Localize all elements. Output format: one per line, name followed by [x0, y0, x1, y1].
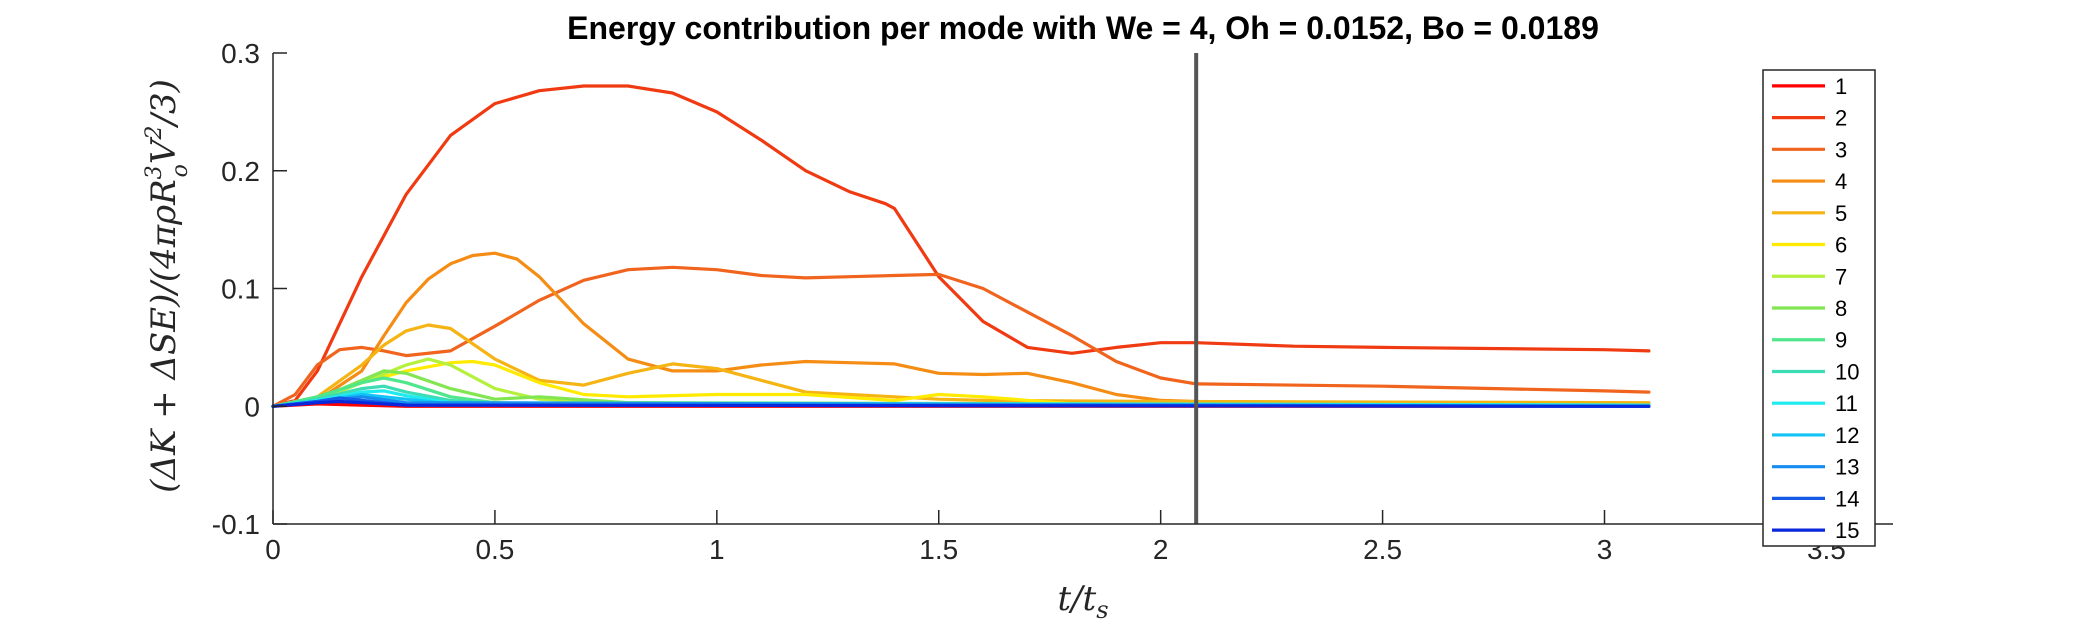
legend-label-mode-1: 1: [1835, 74, 1847, 99]
legend-label-mode-11: 11: [1835, 391, 1858, 416]
legend-label-mode-15: 15: [1835, 518, 1859, 543]
legend-label-mode-6: 6: [1835, 233, 1847, 258]
plot-area: 0 0.5 1 1.5 2 2.5 3 3.5-0.100.10.20.3: [212, 38, 1893, 565]
x-tick-label: 1.5: [919, 534, 958, 565]
legend-label-mode-10: 10: [1835, 359, 1859, 384]
x-tick-label: 1: [709, 534, 725, 565]
legend-label-mode-9: 9: [1835, 328, 1847, 353]
series-line-mode-15: [271, 399, 1651, 408]
y-tick-label: 0.1: [221, 274, 260, 305]
legend-label-mode-8: 8: [1835, 296, 1847, 321]
chart-title: Energy contribution per mode with We = 4…: [567, 10, 1599, 46]
y-tick-label: 0.3: [221, 38, 260, 69]
y-tick-label: -0.1: [212, 509, 260, 540]
y-tick-label: 0: [244, 391, 260, 422]
legend-label-mode-4: 4: [1835, 169, 1847, 194]
series-line-mode-4: [271, 251, 1651, 408]
legend-label-mode-2: 2: [1835, 106, 1847, 131]
x-tick-label: 0: [265, 534, 281, 565]
legend-label-mode-3: 3: [1835, 137, 1847, 162]
y-tick-label: 0.2: [221, 156, 260, 187]
legend-label-mode-12: 12: [1835, 423, 1859, 448]
legend-label-mode-5: 5: [1835, 201, 1847, 226]
x-tick-label: 2.5: [1363, 534, 1402, 565]
x-tick-label: 3: [1597, 534, 1613, 565]
legend-label-mode-14: 14: [1835, 486, 1859, 511]
series-lines: [271, 84, 1651, 408]
x-tick-label: 0.5: [475, 534, 514, 565]
series-line-mode-5: [271, 323, 1651, 408]
series-line-mode-3: [271, 265, 1651, 408]
x-tick-label: 2: [1153, 534, 1169, 565]
legend-label-mode-7: 7: [1835, 264, 1847, 289]
series-line-mode-2: [271, 84, 1651, 408]
legend-label-mode-13: 13: [1835, 455, 1859, 480]
